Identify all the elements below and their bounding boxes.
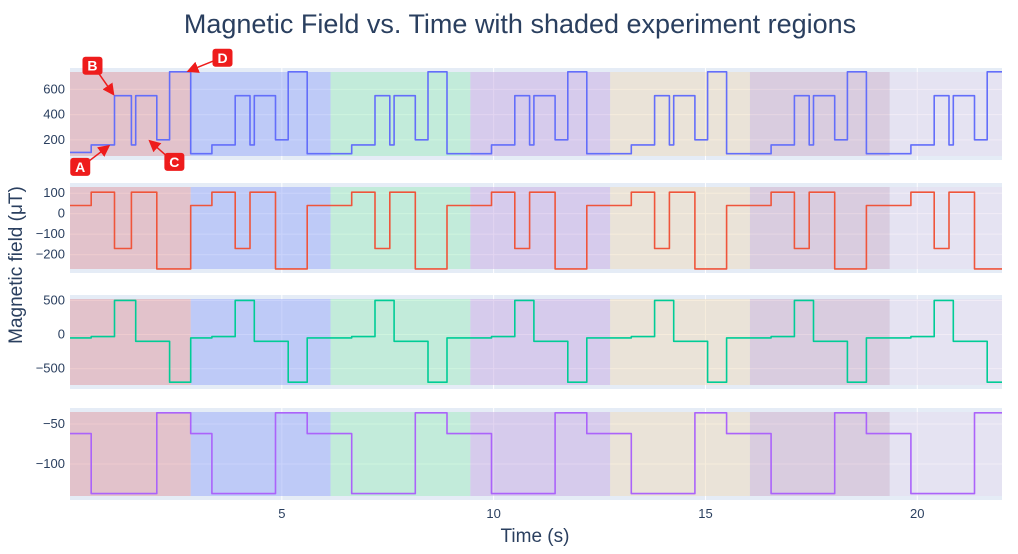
series-line-3 [70, 299, 1002, 383]
shaded-region-1 [70, 187, 191, 269]
annotation-arrow [87, 144, 111, 163]
shaded-region-6 [749, 72, 890, 156]
annotation-arrow [97, 72, 115, 96]
shaded-region-1 [70, 72, 191, 156]
y-tick-label: −200 [36, 247, 65, 262]
shaded-region-1 [70, 299, 191, 385]
y-tick-label: 600 [43, 81, 65, 96]
y-tick-label: 100 [43, 185, 65, 200]
annotation-arrow [148, 139, 168, 157]
series-line-4 [70, 412, 1002, 495]
y-tick-label: −100 [36, 456, 65, 471]
annotation-label: D [217, 50, 227, 66]
x-axis-label: Time (s) [501, 526, 570, 547]
y-tick-label: 0 [58, 327, 65, 342]
shaded-region-7 [889, 72, 1002, 156]
y-tick-label: −500 [36, 361, 65, 376]
y-tick-label: −50 [43, 416, 65, 431]
annotation-arrow [186, 60, 214, 73]
annotation-badge [164, 152, 185, 171]
shaded-region-5 [610, 72, 750, 156]
annotation-label: A [75, 159, 85, 175]
annotation-b: B [82, 56, 115, 96]
shaded-region-7 [889, 187, 1002, 269]
x-tick-label: 20 [910, 506, 924, 521]
annotation-label: B [87, 58, 97, 74]
x-tick-label: 10 [486, 506, 500, 521]
y-tick-label: 500 [43, 292, 65, 307]
series-line-1 [70, 71, 1002, 155]
x-tick-label: 5 [278, 506, 285, 521]
subplot-1: 200 400 600 [43, 68, 1002, 160]
shaded-region-4 [470, 72, 611, 156]
x-tick-label: 15 [698, 506, 712, 521]
shaded-region-7 [889, 412, 1002, 496]
subplot-3: −500 0 500 [36, 292, 1002, 389]
shaded-region-2 [190, 72, 331, 156]
y-axis-label: Magnetic field (μT) [6, 186, 27, 344]
y-tick-label: 0 [58, 206, 65, 221]
plot-area: 200 400 600 −200 −100 0 100 −500 0 500 −100 −50 5 10 1… [36, 48, 1002, 521]
subplot-2: −200 −100 0 100 [36, 183, 1002, 273]
annotation-d: D [186, 48, 233, 73]
annotation-label: C [169, 154, 179, 170]
subplot-4: −100 −50 [36, 408, 1002, 500]
annotation-badge [212, 48, 233, 67]
y-tick-label: 400 [43, 107, 65, 122]
shaded-region-1 [70, 412, 191, 496]
chart-title: Magnetic Field vs. Time with shaded expe… [184, 9, 856, 39]
y-tick-label: 200 [43, 132, 65, 147]
annotation-badge [82, 56, 103, 75]
annotation-badge [70, 157, 91, 176]
shaded-region-3 [330, 72, 471, 156]
annotation-c: C [148, 139, 185, 171]
annotation-a: A [70, 144, 111, 176]
y-tick-label: −100 [36, 226, 65, 241]
series-line-2 [70, 191, 1002, 270]
